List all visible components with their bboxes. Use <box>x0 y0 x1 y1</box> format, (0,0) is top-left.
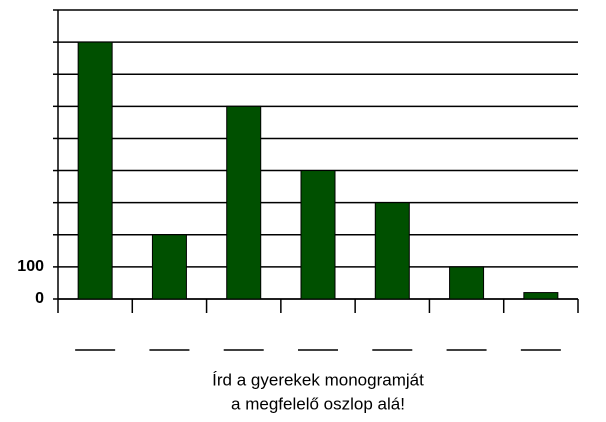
caption-line: a megfelelő oszlop alá! <box>231 394 405 413</box>
caption-line: Írd a gyerekek monogramját <box>212 370 424 389</box>
y-tick-label: 100 <box>17 258 44 275</box>
bar <box>77 41 113 300</box>
bar <box>449 266 485 300</box>
bar <box>226 105 262 300</box>
bar <box>300 170 336 300</box>
bar <box>374 202 410 300</box>
y-tick-label: 0 <box>35 290 44 307</box>
bar <box>523 292 559 300</box>
bar <box>151 234 187 300</box>
